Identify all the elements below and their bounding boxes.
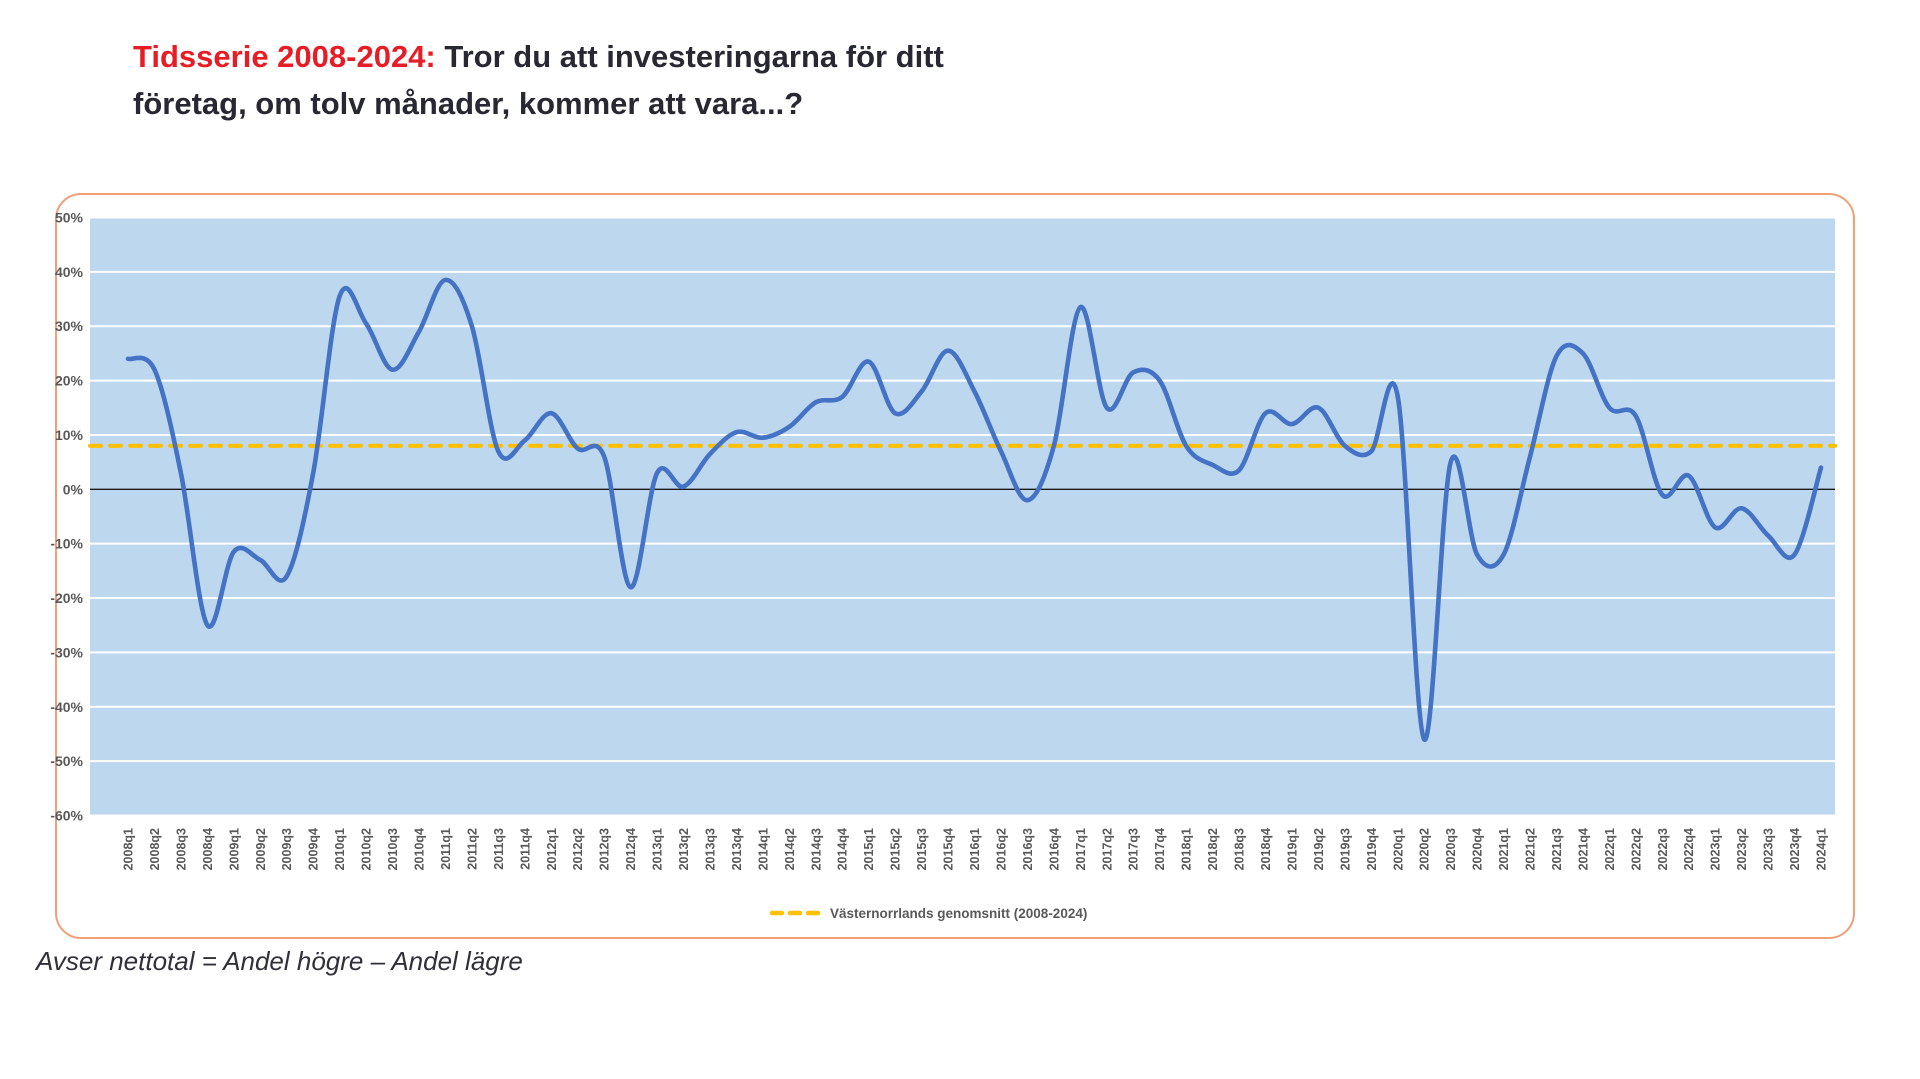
legend-label: Västernorrlands genomsnitt (2008-2024) [830, 906, 1087, 921]
x-axis-label: 2012q1 [545, 828, 559, 870]
y-axis-label: -20% [50, 590, 83, 606]
x-axis-label: 2023q4 [1788, 828, 1802, 870]
x-axis-label: 2019q3 [1338, 828, 1352, 870]
x-axis-label: 2009q2 [254, 828, 268, 870]
title-highlight: Tidsserie 2008-2024: [133, 39, 436, 74]
title-line-2: företag, om tolv månader, kommer att var… [133, 86, 804, 121]
title-rest: Tror du att investeringarna för ditt [444, 39, 944, 74]
y-axis-label: -30% [50, 644, 83, 660]
x-axis-label: 2010q3 [386, 828, 400, 870]
page-title: Tidsserie 2008-2024: Tror du att investe… [133, 33, 944, 127]
x-axis-label: 2014q1 [756, 828, 770, 870]
x-axis-label: 2013q2 [677, 828, 691, 870]
title-line-1: Tidsserie 2008-2024: Tror du att investe… [133, 33, 944, 80]
x-axis-label: 2023q2 [1735, 828, 1749, 870]
x-axis-label: 2016q3 [1021, 828, 1035, 870]
x-axis-label: 2020q3 [1444, 828, 1458, 870]
x-axis-label: 2015q3 [915, 828, 929, 870]
x-axis-label: 2010q4 [412, 828, 426, 870]
y-axis-label: -60% [50, 808, 83, 824]
x-axis-label: 2011q3 [492, 828, 506, 870]
x-axis-label: 2014q4 [836, 828, 850, 870]
y-axis-label: 50% [55, 210, 84, 226]
series-line [125, 277, 1824, 742]
x-axis-label: 2018q1 [1180, 828, 1194, 870]
x-axis-label: 2015q4 [942, 828, 956, 870]
x-axis-label: 2017q4 [1153, 828, 1167, 870]
x-axis-label: 2020q2 [1418, 828, 1432, 870]
x-axis-label: 2023q3 [1762, 828, 1776, 870]
x-axis-label: 2014q2 [783, 828, 797, 870]
x-axis-label: 2009q1 [227, 828, 241, 870]
x-axis-label: 2021q1 [1497, 828, 1511, 870]
x-axis-label: 2015q1 [862, 828, 876, 870]
x-axis-label: 2019q4 [1365, 828, 1379, 870]
x-axis-label: 2015q2 [889, 828, 903, 870]
x-axis-label: 2009q4 [307, 828, 321, 870]
x-axis-label: 2024q1 [1815, 828, 1829, 870]
x-axis-label: 2018q2 [1206, 828, 1220, 870]
x-axis-label: 2008q2 [148, 828, 162, 870]
x-axis-label: 2021q2 [1524, 828, 1538, 870]
x-axis-label: 2017q1 [1074, 828, 1088, 870]
x-axis-label: 2022q1 [1603, 828, 1617, 870]
x-axis-label: 2021q4 [1576, 828, 1590, 870]
y-axis-label: 30% [55, 318, 84, 334]
x-axis-label: 2020q4 [1471, 828, 1485, 870]
y-axis-label: 10% [55, 427, 84, 443]
x-axis-label: 2012q2 [571, 828, 585, 870]
x-axis-label: 2019q1 [1285, 828, 1299, 870]
x-axis-label: 2018q4 [1259, 828, 1273, 870]
x-axis-label: 2013q4 [730, 828, 744, 870]
y-axis-label: -40% [50, 699, 83, 715]
x-axis-label: 2010q2 [360, 828, 374, 870]
y-axis-label: -50% [50, 753, 83, 769]
x-axis-label: 2019q2 [1312, 828, 1326, 870]
plot-area [90, 217, 1835, 816]
x-axis-label: 2017q3 [1127, 828, 1141, 870]
x-axis-label: 2013q1 [651, 828, 665, 870]
x-axis-label: 2018q3 [1233, 828, 1247, 870]
x-axis-label: 2023q1 [1709, 828, 1723, 870]
y-axis-label: 40% [55, 264, 84, 280]
x-axis-label: 2008q4 [201, 828, 215, 870]
x-axis-label: 2012q4 [624, 828, 638, 870]
x-axis-label: 2022q2 [1629, 828, 1643, 870]
x-axis-label: 2008q3 [174, 828, 188, 870]
x-axis-label: 2008q1 [122, 828, 136, 870]
x-axis-label: 2009q3 [280, 828, 294, 870]
x-axis-label: 2021q3 [1550, 828, 1564, 870]
x-axis-label: 2017q2 [1100, 828, 1114, 870]
x-axis-label: 2012q3 [598, 828, 612, 870]
x-axis-label: 2020q1 [1391, 828, 1405, 870]
x-axis-label: 2016q2 [994, 828, 1008, 870]
x-axis-label: 2013q3 [703, 828, 717, 870]
x-axis-label: 2022q3 [1656, 828, 1670, 870]
footnote: Avser nettotal = Andel högre – Andel läg… [36, 946, 523, 976]
x-axis-label: 2010q1 [333, 828, 347, 870]
x-axis-label: 2016q4 [1047, 828, 1061, 870]
x-axis-label: 2011q1 [439, 828, 453, 870]
y-axis-label: 0% [63, 481, 84, 497]
x-axis-label: 2022q4 [1682, 828, 1696, 870]
x-axis-label: 2011q2 [465, 828, 479, 870]
x-axis-label: 2011q4 [518, 828, 532, 870]
x-axis-label: 2016q1 [968, 828, 982, 870]
y-axis-label: -10% [50, 536, 83, 552]
y-axis-label: 20% [55, 373, 84, 389]
x-axis-label: 2014q3 [809, 828, 823, 870]
